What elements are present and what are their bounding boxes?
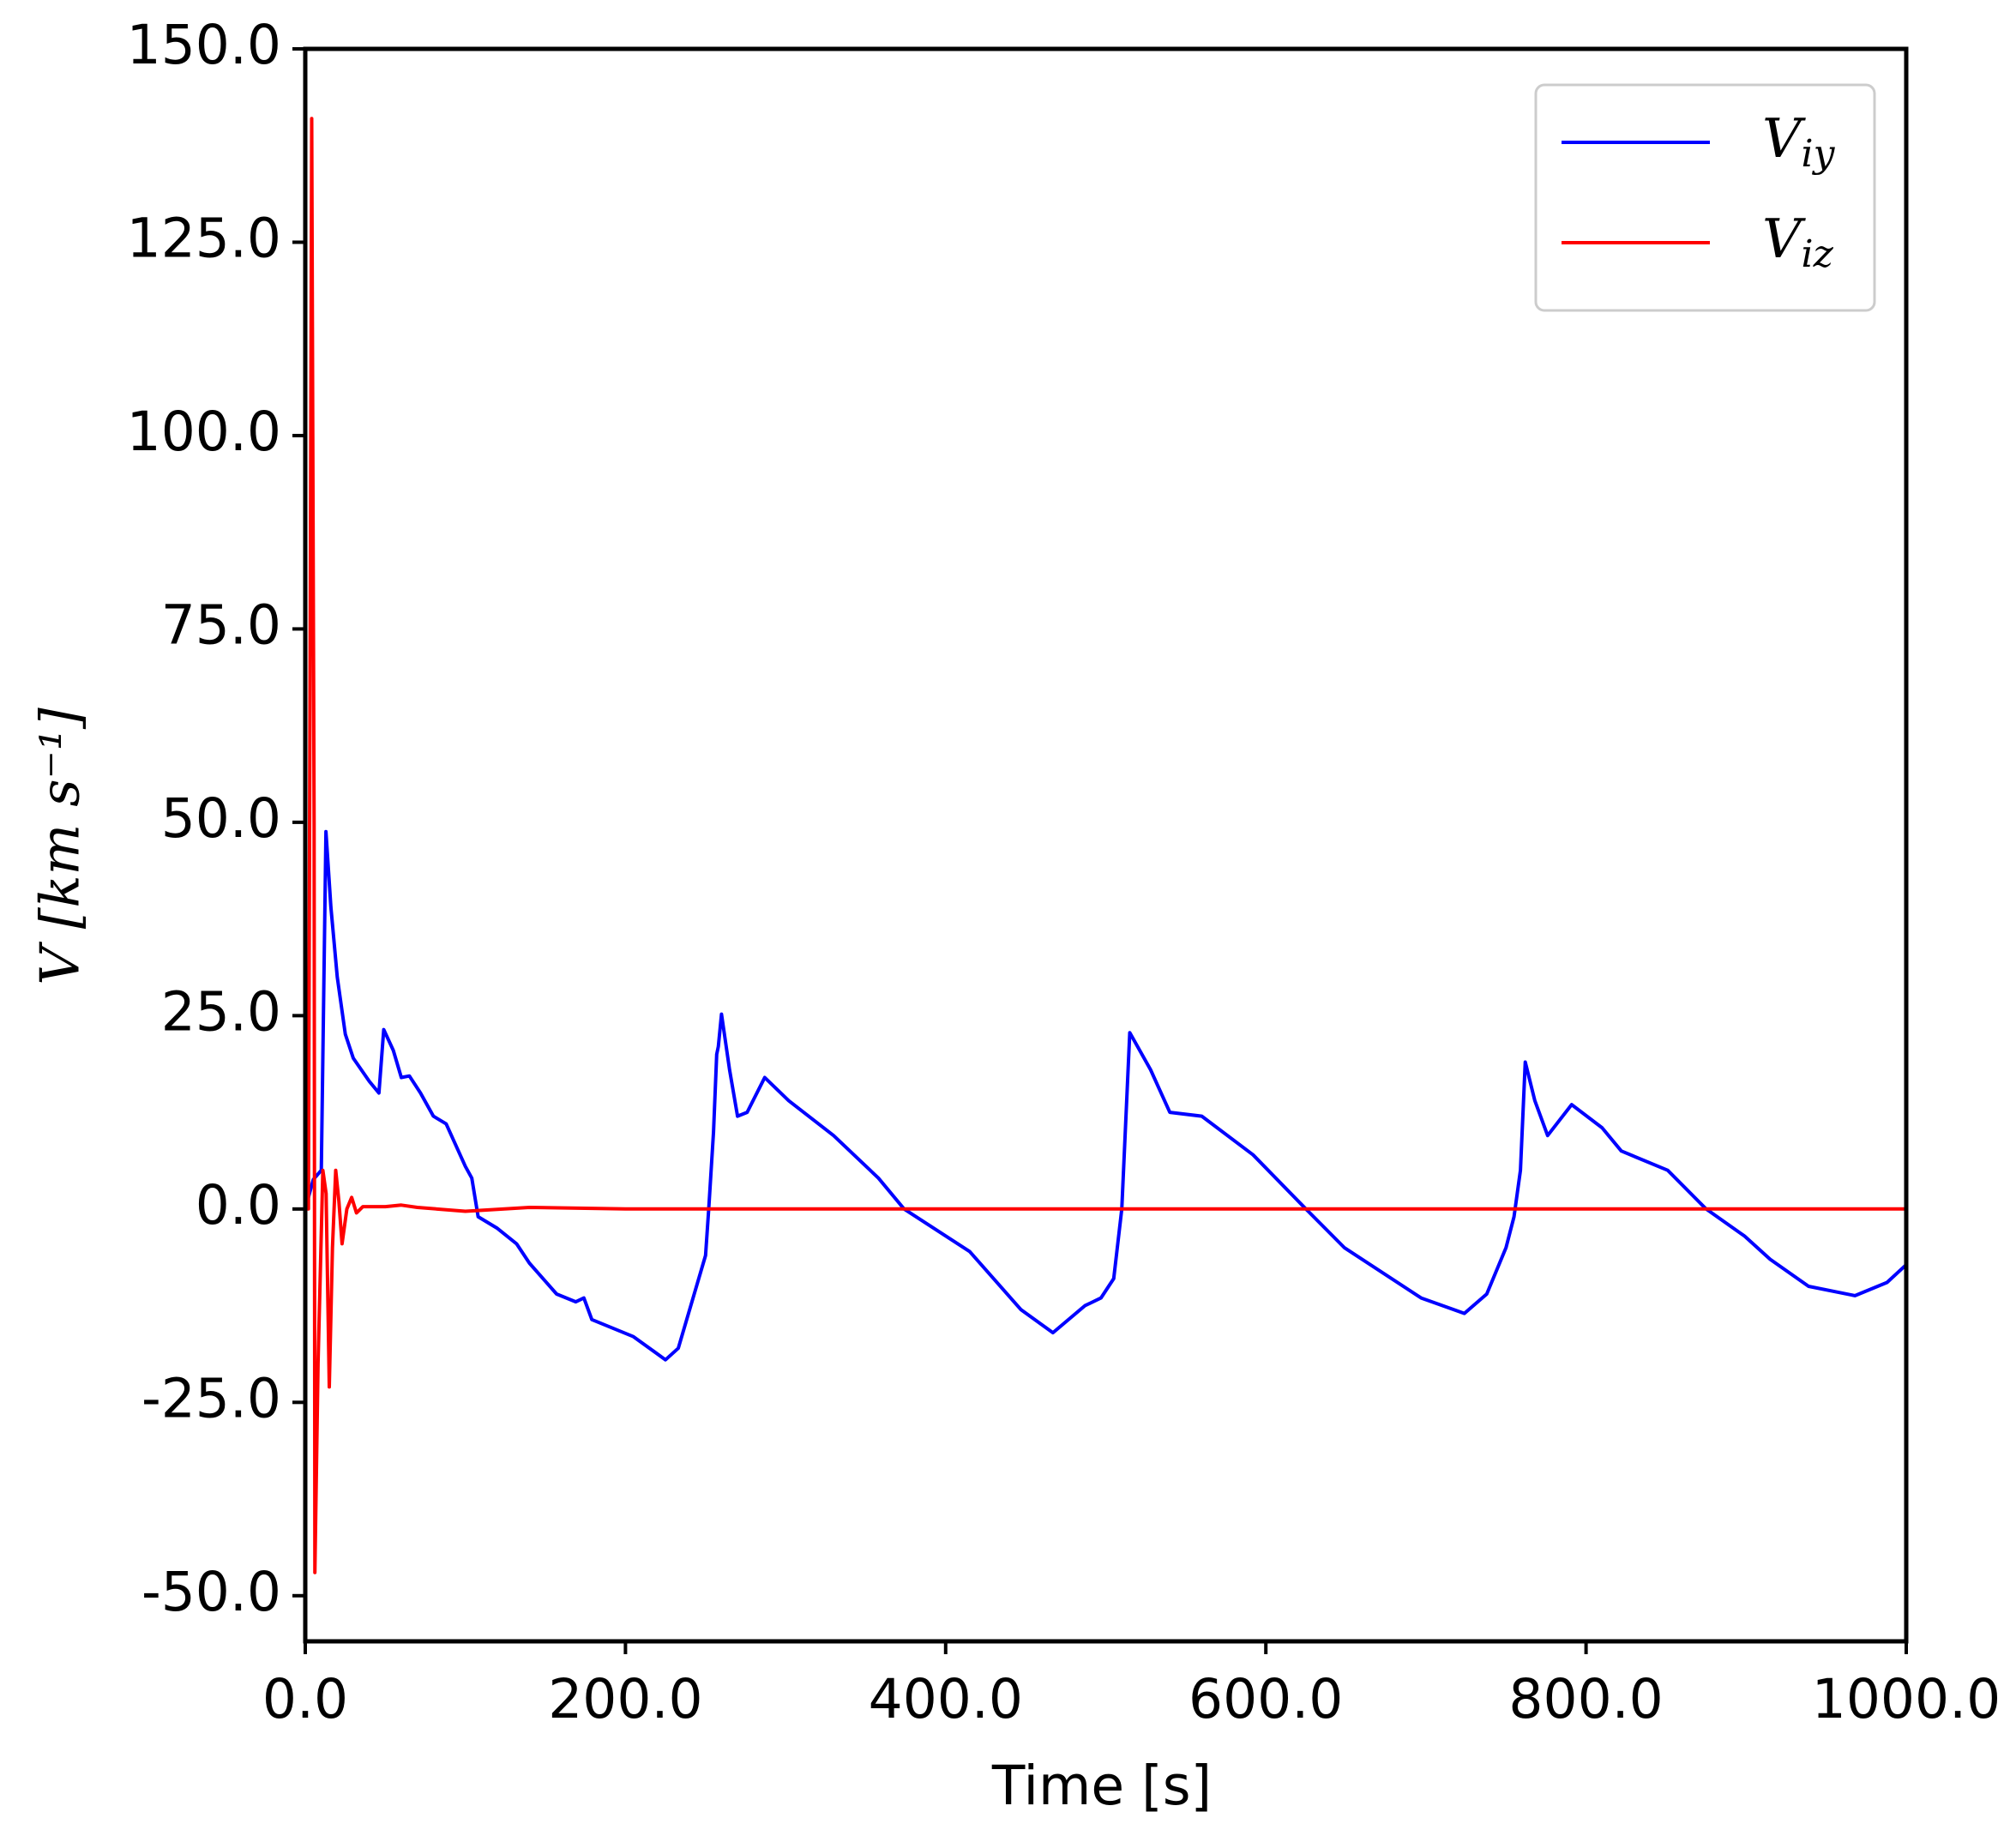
legend-label: Viz [1762, 208, 1834, 276]
plot-frame [303, 46, 1909, 1644]
y-tick-label: 150.0 [127, 14, 281, 76]
x-tick-label: 1000.0 [1812, 1668, 2001, 1731]
y-axis-label: V [km s⁻¹] [29, 707, 92, 985]
x-tick-label: 0.0 [262, 1668, 348, 1731]
x-axis-label: Time [s] [991, 1755, 1212, 1817]
y-tick-label: 50.0 [161, 787, 281, 850]
x-tick-label: 600.0 [1189, 1668, 1343, 1731]
y-tick-label: 25.0 [161, 980, 281, 1043]
y-tick-label: -50.0 [141, 1561, 281, 1623]
data-line [305, 117, 1906, 1574]
legend-label: Viy [1762, 107, 1836, 176]
plot-area [305, 117, 1906, 1574]
y-tick-label: 75.0 [161, 593, 281, 656]
x-tick-label: 200.0 [548, 1668, 702, 1731]
y-tick-label: -25.0 [141, 1367, 281, 1430]
x-tick-label: 800.0 [1508, 1668, 1663, 1731]
legend-box [1534, 83, 1876, 312]
data-line [305, 829, 1906, 1362]
y-tick-label: 125.0 [127, 208, 281, 270]
y-tick-label: 0.0 [196, 1174, 281, 1237]
x-tick-label: 400.0 [869, 1668, 1023, 1731]
y-tick-label: 100.0 [127, 400, 281, 463]
